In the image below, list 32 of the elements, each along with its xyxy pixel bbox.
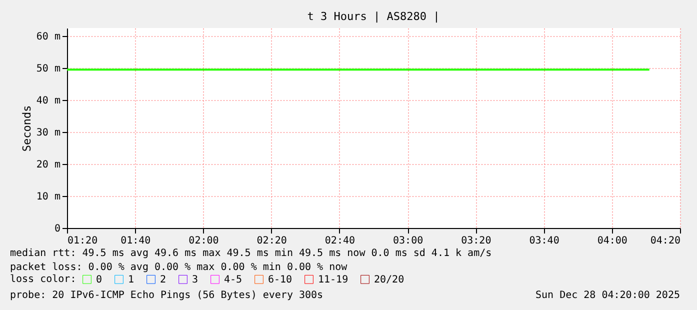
legend-label: 1 [128, 274, 134, 286]
y-tick-label: 30 m [36, 128, 60, 138]
x-tick-label: 02:00 [188, 236, 219, 246]
chart-title: t 3 Hours | AS8280 | [307, 10, 440, 23]
legend-label: 2 [160, 274, 166, 286]
text: probe: 20 IPv6-ICMP Echo Pings (56 Bytes) every 300s [10, 290, 324, 301]
y-tick-label: 20 m [36, 160, 60, 170]
text: Sun Dec 28 04:20:00 2025 [536, 290, 680, 301]
x-tick-label: 04:20 [650, 236, 680, 246]
x-tick-label: 03:20 [461, 236, 492, 246]
y-tick-label: 10 m [36, 192, 60, 202]
text: median rtt: 49.5 ms avg 49.6 ms max 49.5 ms min 49.5 ms now 0.0 ms sd 4.1 k am/s [10, 248, 492, 259]
legend-title: loss color: [10, 274, 76, 285]
x-tick-label: 02:20 [256, 236, 287, 246]
y-axis-title: Seconds [20, 105, 34, 152]
text: packet loss: 0.00 % avg 0.00 % max 0.00 % min 0.00 % now [10, 262, 348, 273]
y-tick-label: 40 m [36, 96, 60, 106]
legend-label: 20/20 [374, 274, 404, 286]
x-tick-label: 03:00 [393, 236, 424, 246]
legend-label: 3 [192, 274, 198, 286]
legend-label: 4-5 [224, 274, 242, 286]
y-tick-label: 50 m [36, 64, 60, 74]
x-tick-label: 01:40 [120, 236, 151, 246]
x-tick-label: 02:40 [324, 236, 356, 246]
y-tick-label: 60 m [36, 32, 60, 42]
legend-label: 0 [96, 274, 102, 286]
x-tick-label: 01:20 [68, 236, 98, 246]
y-tick-label: 0 [54, 224, 60, 234]
legend-label: 11-19 [318, 274, 348, 286]
x-tick-label: 04:00 [597, 236, 628, 246]
x-tick-label: 03:40 [529, 236, 560, 246]
legend-label: 6-10 [268, 274, 292, 286]
